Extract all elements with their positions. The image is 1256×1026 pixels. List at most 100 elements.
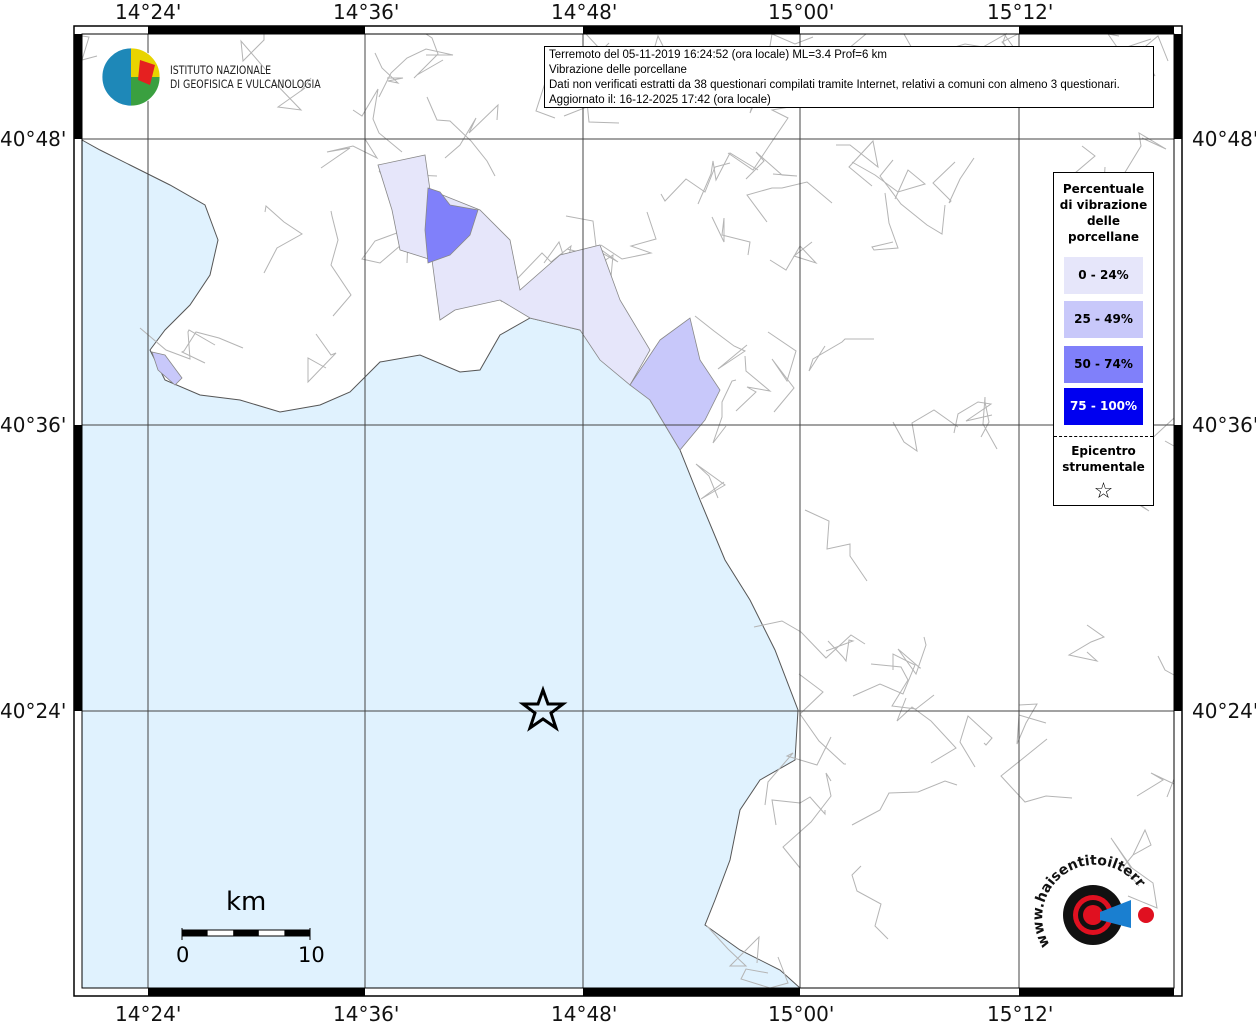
frame-segment xyxy=(148,26,365,34)
event-line: Terremoto del 05-11-2019 16:24:52 (ora l… xyxy=(549,49,887,61)
frame-segment xyxy=(1019,26,1174,34)
municipality-25-49 xyxy=(629,317,721,451)
frame-segment xyxy=(148,988,365,996)
boundary-line xyxy=(263,205,303,274)
boundary-line xyxy=(825,639,855,663)
boundary-line xyxy=(745,151,798,180)
boundary-line xyxy=(746,181,833,223)
legend-divider xyxy=(1054,436,1153,437)
ingv-line2: DI GEOFISICA E VULCANOLOGIA xyxy=(170,77,321,91)
affected-municipalities xyxy=(151,154,721,451)
lon-label-top: 14°36' xyxy=(333,0,400,24)
boundary-line xyxy=(836,139,879,187)
lon-label-bottom: 15°00' xyxy=(768,1002,835,1026)
lon-label-top: 14°24' xyxy=(115,0,182,24)
boundary-line xyxy=(374,52,404,84)
boundary-line xyxy=(180,331,244,364)
boundary-line xyxy=(879,159,946,235)
boundary-line xyxy=(804,509,868,582)
municipality-25-49 xyxy=(151,351,183,386)
legend-epicenter-label: Epicentro strumentale xyxy=(1054,443,1153,475)
frame-segment xyxy=(74,425,82,711)
legend-star-icon: ☆ xyxy=(1093,479,1114,504)
boundary-line xyxy=(851,161,927,200)
legend-title-line: Percentuale xyxy=(1062,182,1145,196)
boundary-line xyxy=(764,736,832,806)
frame-segment xyxy=(1174,425,1182,711)
parameter-line: Vibrazione delle porcellane xyxy=(549,64,687,76)
boundary-line xyxy=(753,620,866,659)
boundary-line xyxy=(694,315,748,370)
boundary-line xyxy=(330,210,352,317)
lon-label-bottom: 14°48' xyxy=(551,1002,618,1026)
boundary-line xyxy=(871,192,899,251)
boundary-line xyxy=(1016,703,1047,745)
boundary-line xyxy=(851,780,958,826)
legend-class-0-24: 0 - 24% xyxy=(1064,257,1143,294)
boundary-line xyxy=(727,104,802,171)
scale-bar xyxy=(181,928,311,940)
boundary-line xyxy=(712,379,737,444)
data-note-line: Dati non verificati estratti da 38 quest… xyxy=(549,79,1120,91)
lat-label-right: 40°24' xyxy=(1192,699,1256,723)
boundary-line xyxy=(897,636,927,676)
boundary-line xyxy=(697,152,759,205)
boundary-line xyxy=(706,925,760,967)
updated-line: Aggiornato il: 16-12-2025 17:42 (ora loc… xyxy=(549,94,771,106)
boundary-line xyxy=(352,88,403,153)
ingv-line1: ISTITUTO NAZIONALE xyxy=(170,63,272,77)
lat-label-left: 40°36' xyxy=(0,413,67,437)
boundary-line xyxy=(711,216,751,256)
sea xyxy=(81,139,802,989)
frame-segment xyxy=(583,26,800,34)
legend-title: Percentuale di vibrazione delle porcella… xyxy=(1054,181,1153,245)
municipality-50-74 xyxy=(424,187,479,264)
map-frame xyxy=(73,25,1183,997)
boundary-line xyxy=(660,162,731,202)
boundary-line xyxy=(1067,624,1106,662)
legend-title-line: delle xyxy=(1086,214,1121,228)
lon-label-top: 14°48' xyxy=(551,0,618,24)
frame-segment xyxy=(583,988,800,996)
ingv-globe-icon xyxy=(101,47,161,107)
frame-segment xyxy=(1019,988,1174,996)
lon-label-bottom: 14°36' xyxy=(333,1002,400,1026)
boundary-line xyxy=(892,409,959,453)
boundary-line xyxy=(735,355,772,412)
legend-epicenter-line: strumentale xyxy=(1062,460,1145,474)
scale-start: 0 xyxy=(176,943,190,967)
ingv-logo-text: ISTITUTO NAZIONALE DI GEOFISICA E VULCAN… xyxy=(170,63,321,91)
lat-label-right: 40°48' xyxy=(1192,127,1256,151)
lat-label-left: 40°48' xyxy=(0,127,67,151)
legend-title-line: porcellane xyxy=(1067,230,1139,244)
boundary-line xyxy=(1136,772,1175,798)
boundary-line xyxy=(808,338,874,372)
boundary-line xyxy=(378,48,454,98)
boundary-line xyxy=(959,715,993,768)
boundary-line xyxy=(771,796,826,826)
boundary-line xyxy=(767,331,797,413)
boundary-line xyxy=(798,673,846,765)
boundary-line xyxy=(932,157,975,204)
legend-class-25-49: 25 - 49% xyxy=(1064,301,1143,338)
boundary-line xyxy=(851,865,889,940)
boundary-line xyxy=(1110,837,1158,909)
lon-label-top: 15°00' xyxy=(768,0,835,24)
legend-class-75-100: 75 - 100% xyxy=(1064,388,1143,425)
legend: Percentuale di vibrazione delle porcella… xyxy=(1053,172,1154,506)
boundary-line xyxy=(1000,738,1073,803)
epicenter-star-icon[interactable] xyxy=(518,685,568,732)
boundary-line xyxy=(852,653,916,697)
lat-label-left: 40°24' xyxy=(0,699,67,723)
frame-segment xyxy=(74,34,82,139)
boundary-line xyxy=(320,138,379,169)
graticule xyxy=(82,34,1174,988)
boundary-line xyxy=(769,241,818,271)
lon-label-top: 15°12' xyxy=(987,0,1054,24)
lat-label-right: 40°36' xyxy=(1192,413,1256,437)
event-info-box: Terremoto del 05-11-2019 16:24:52 (ora l… xyxy=(544,46,1154,108)
boundary-line xyxy=(1122,828,1152,887)
boundary-line xyxy=(600,211,657,260)
boundary-line xyxy=(413,33,444,79)
